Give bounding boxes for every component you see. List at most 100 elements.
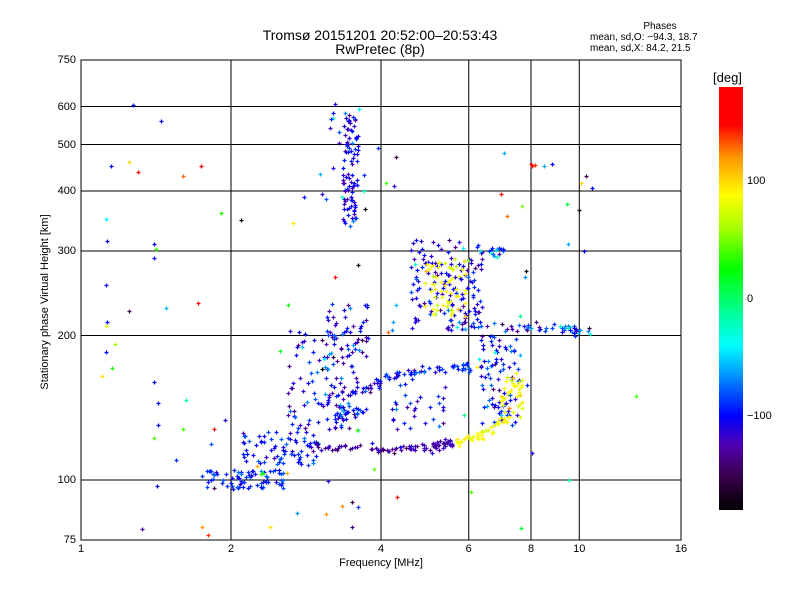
data-point — [534, 320, 539, 325]
data-point — [359, 324, 364, 329]
data-point — [230, 476, 235, 481]
data-point — [181, 427, 186, 432]
data-point — [472, 278, 477, 283]
data-point — [296, 452, 301, 457]
data-point — [353, 118, 358, 123]
data-point — [411, 282, 416, 287]
data-point — [508, 398, 513, 403]
data-point — [200, 474, 205, 479]
data-point — [497, 344, 502, 349]
data-point — [442, 311, 447, 316]
data-point — [419, 239, 424, 244]
data-point — [453, 245, 458, 250]
data-point — [507, 365, 512, 370]
data-point — [495, 255, 500, 260]
data-point — [341, 361, 346, 366]
data-point — [448, 438, 453, 443]
data-point — [346, 213, 351, 218]
data-point — [394, 155, 399, 160]
data-point — [487, 249, 492, 254]
data-point — [395, 370, 400, 375]
data-point — [461, 246, 466, 251]
data-point — [309, 371, 314, 376]
data-point — [282, 452, 287, 457]
data-point — [394, 407, 399, 412]
data-point — [478, 320, 483, 325]
data-point — [453, 275, 458, 280]
data-point — [444, 289, 449, 294]
data-point — [266, 430, 271, 435]
y-tick-label: 75 — [63, 534, 76, 546]
x-tick-label: 1 — [77, 543, 85, 555]
data-point — [448, 318, 453, 323]
data-point — [460, 368, 465, 373]
data-point — [406, 368, 411, 373]
data-point — [505, 214, 510, 219]
data-point — [315, 370, 320, 375]
data-point — [347, 136, 352, 141]
data-point — [345, 326, 350, 331]
data-point — [461, 296, 466, 301]
data-point — [414, 296, 419, 301]
data-point — [378, 379, 383, 384]
data-point — [164, 306, 169, 311]
data-point — [446, 325, 451, 330]
data-point — [436, 265, 441, 270]
data-point — [479, 430, 484, 435]
data-point — [491, 430, 496, 435]
data-point — [354, 376, 359, 381]
data-point — [409, 444, 414, 449]
data-point — [550, 326, 555, 331]
data-point — [225, 484, 230, 489]
data-point — [472, 306, 477, 311]
data-point — [577, 208, 582, 213]
data-point — [394, 402, 399, 407]
data-point — [471, 270, 476, 275]
data-point — [446, 250, 451, 255]
data-point — [462, 259, 467, 264]
data-point — [416, 279, 421, 284]
data-point — [296, 426, 301, 431]
data-point — [300, 345, 305, 350]
x-tick-label: 2 — [227, 543, 235, 555]
data-point — [351, 324, 356, 329]
data-point — [385, 448, 390, 453]
data-point — [494, 248, 499, 253]
data-point — [588, 332, 593, 337]
data-point — [457, 240, 462, 245]
data-point — [341, 173, 346, 178]
data-point — [472, 325, 477, 330]
data-point — [443, 385, 448, 390]
data-point — [558, 324, 563, 329]
data-point — [491, 252, 496, 257]
data-point — [131, 103, 136, 108]
data-point — [369, 447, 374, 452]
data-point — [486, 372, 491, 377]
data-point — [199, 164, 204, 169]
data-point — [242, 480, 247, 485]
data-point — [325, 355, 330, 360]
data-point — [447, 238, 452, 243]
data-point — [349, 204, 354, 209]
data-point — [431, 240, 436, 245]
data-point — [347, 146, 352, 151]
data-point — [274, 430, 279, 435]
data-point — [433, 287, 438, 292]
data-point — [333, 102, 338, 107]
data-point — [351, 343, 356, 348]
data-point — [340, 504, 345, 509]
data-point — [390, 328, 395, 333]
data-point — [415, 268, 420, 273]
data-point — [104, 350, 109, 355]
data-point — [271, 469, 276, 474]
data-point — [501, 247, 506, 252]
data-point — [343, 315, 348, 320]
data-point — [511, 376, 516, 381]
data-point — [480, 421, 485, 426]
data-point — [518, 314, 523, 319]
data-point — [506, 415, 511, 420]
data-point — [347, 113, 352, 118]
data-point — [445, 304, 450, 309]
data-point — [244, 475, 249, 480]
